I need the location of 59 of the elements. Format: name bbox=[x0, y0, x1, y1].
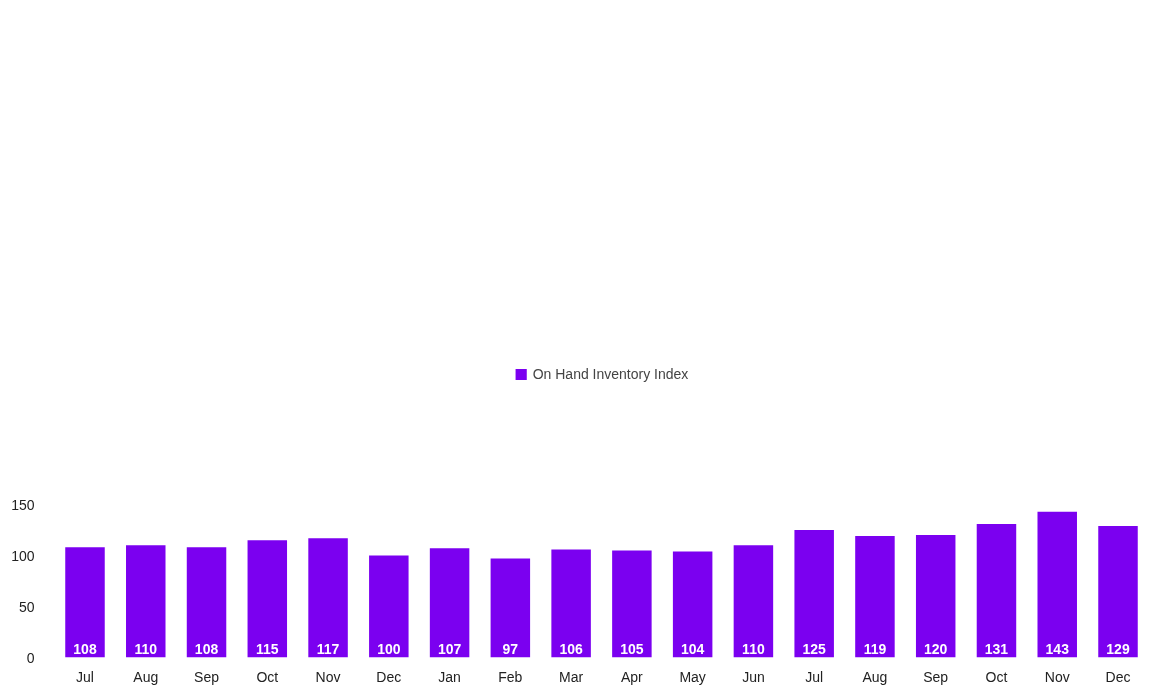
x-tick-label: Sep bbox=[923, 668, 949, 685]
x-tick-label: Aug bbox=[133, 668, 159, 685]
bar bbox=[126, 545, 166, 658]
data-label: 100 bbox=[377, 640, 401, 657]
data-label: 105 bbox=[620, 640, 644, 657]
bar bbox=[490, 558, 531, 658]
x-tick-label: Aug bbox=[862, 668, 888, 685]
data-label: 115 bbox=[256, 640, 279, 657]
bar bbox=[186, 547, 227, 658]
y-tick-label: 50 bbox=[18, 598, 35, 615]
x-tick-label: Dec bbox=[1105, 668, 1131, 685]
x-tick-label: Oct bbox=[256, 668, 279, 685]
data-label: 125 bbox=[802, 640, 827, 657]
bar bbox=[1098, 525, 1138, 658]
bar bbox=[733, 545, 774, 658]
data-label: 119 bbox=[863, 640, 887, 657]
bar bbox=[612, 550, 652, 658]
data-label: 129 bbox=[1106, 640, 1130, 657]
data-label: 106 bbox=[559, 640, 584, 657]
bar bbox=[65, 547, 105, 658]
y-tick-label: 100 bbox=[11, 547, 35, 564]
data-label: 104 bbox=[680, 640, 705, 657]
x-tick-label: Apr bbox=[620, 668, 644, 685]
y-tick-label: 0 bbox=[26, 649, 35, 666]
data-label: 108 bbox=[194, 640, 219, 657]
x-tick-label: Jul bbox=[805, 668, 824, 685]
bar bbox=[976, 523, 1017, 658]
bar bbox=[672, 551, 713, 658]
x-tick-label: Mar bbox=[559, 668, 584, 685]
bar bbox=[915, 535, 956, 658]
x-tick-label: Jan bbox=[438, 668, 461, 685]
x-tick-label: Sep bbox=[194, 668, 220, 685]
x-tick-label: Nov bbox=[1044, 668, 1070, 685]
data-label: 117 bbox=[316, 640, 340, 657]
bar bbox=[1037, 511, 1077, 658]
x-tick-label: May bbox=[679, 668, 706, 685]
y-tick-label: 150 bbox=[11, 496, 35, 513]
data-label: 120 bbox=[924, 640, 948, 657]
bar bbox=[369, 555, 409, 658]
x-tick-label: Jun bbox=[742, 668, 765, 685]
x-tick-label: Jul bbox=[76, 668, 94, 685]
bar bbox=[855, 536, 895, 658]
bar bbox=[551, 549, 591, 658]
x-tick-label: Dec bbox=[376, 668, 402, 685]
bar bbox=[247, 540, 288, 658]
bar bbox=[308, 538, 348, 658]
x-tick-label: Nov bbox=[315, 668, 341, 685]
data-label: 108 bbox=[73, 640, 97, 657]
data-label: 143 bbox=[1045, 640, 1070, 657]
data-label: 107 bbox=[437, 640, 462, 657]
bar bbox=[794, 530, 834, 658]
bar bbox=[429, 548, 470, 658]
data-label: 110 bbox=[742, 640, 765, 657]
data-label: 110 bbox=[134, 640, 158, 657]
data-label: 131 bbox=[984, 640, 1009, 657]
legend-label: On Hand Inventory Index bbox=[532, 366, 689, 382]
x-tick-label: Feb bbox=[498, 668, 523, 685]
x-tick-label: Oct bbox=[985, 668, 1008, 685]
data-label: 97 bbox=[502, 640, 519, 657]
